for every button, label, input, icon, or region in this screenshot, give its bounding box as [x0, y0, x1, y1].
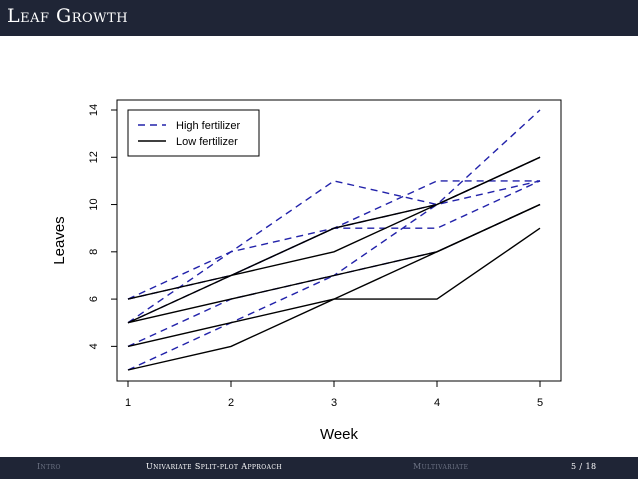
series-line-low-fertilizer: [127, 203, 541, 324]
y-tick-label: 6: [88, 296, 100, 302]
slide-title-bar: Leaf Growth: [0, 0, 638, 36]
footer-section-multivariate[interactable]: Multivariate: [413, 462, 469, 471]
series-line-high-fertilizer: [127, 180, 541, 348]
x-tick-label: 4: [434, 397, 440, 409]
legend-box: [127, 109, 260, 157]
footer-section-univariate[interactable]: Univariate Split-plot Approach: [146, 462, 282, 471]
chart-area: 1 2 3 4 5 4 6 8 10 12 14 Week Leaves High fertilizer L…: [0, 36, 638, 457]
x-tick-label: 2: [228, 397, 234, 409]
page-number: 5 / 18: [571, 462, 597, 471]
plot-frame: [116, 99, 562, 382]
x-tick-label: 3: [331, 397, 337, 409]
y-tick-label: 12: [88, 151, 100, 163]
series-line-low-fertilizer: [127, 227, 541, 371]
series-line-high-fertilizer: [127, 180, 540, 300]
legend-label: High fertilizer: [176, 120, 241, 132]
x-tick-label: 5: [537, 397, 543, 409]
series-line-high-fertilizer: [127, 109, 541, 300]
series-line-low-fertilizer: [127, 156, 541, 324]
series-line-high-fertilizer: [127, 156, 541, 324]
y-tick-label: 8: [88, 249, 100, 255]
slide-title: Leaf Growth: [7, 5, 129, 27]
series-line-high-fertilizer: [127, 203, 541, 371]
footer-section-intro[interactable]: Intro: [37, 462, 61, 471]
y-axis-title: Leaves: [51, 216, 68, 264]
y-tick-label: 10: [88, 198, 100, 210]
footer-nav-bar: Intro Univariate Split-plot Approach Mul…: [0, 457, 638, 479]
y-tick-label: 14: [88, 104, 100, 116]
legend: High fertilizer Low fertilizer: [127, 109, 260, 157]
x-axis-title: Week: [320, 426, 359, 443]
legend-label: Low fertilizer: [176, 136, 238, 148]
y-tick-label: 4: [88, 343, 100, 349]
x-tick-label: 1: [125, 397, 131, 409]
